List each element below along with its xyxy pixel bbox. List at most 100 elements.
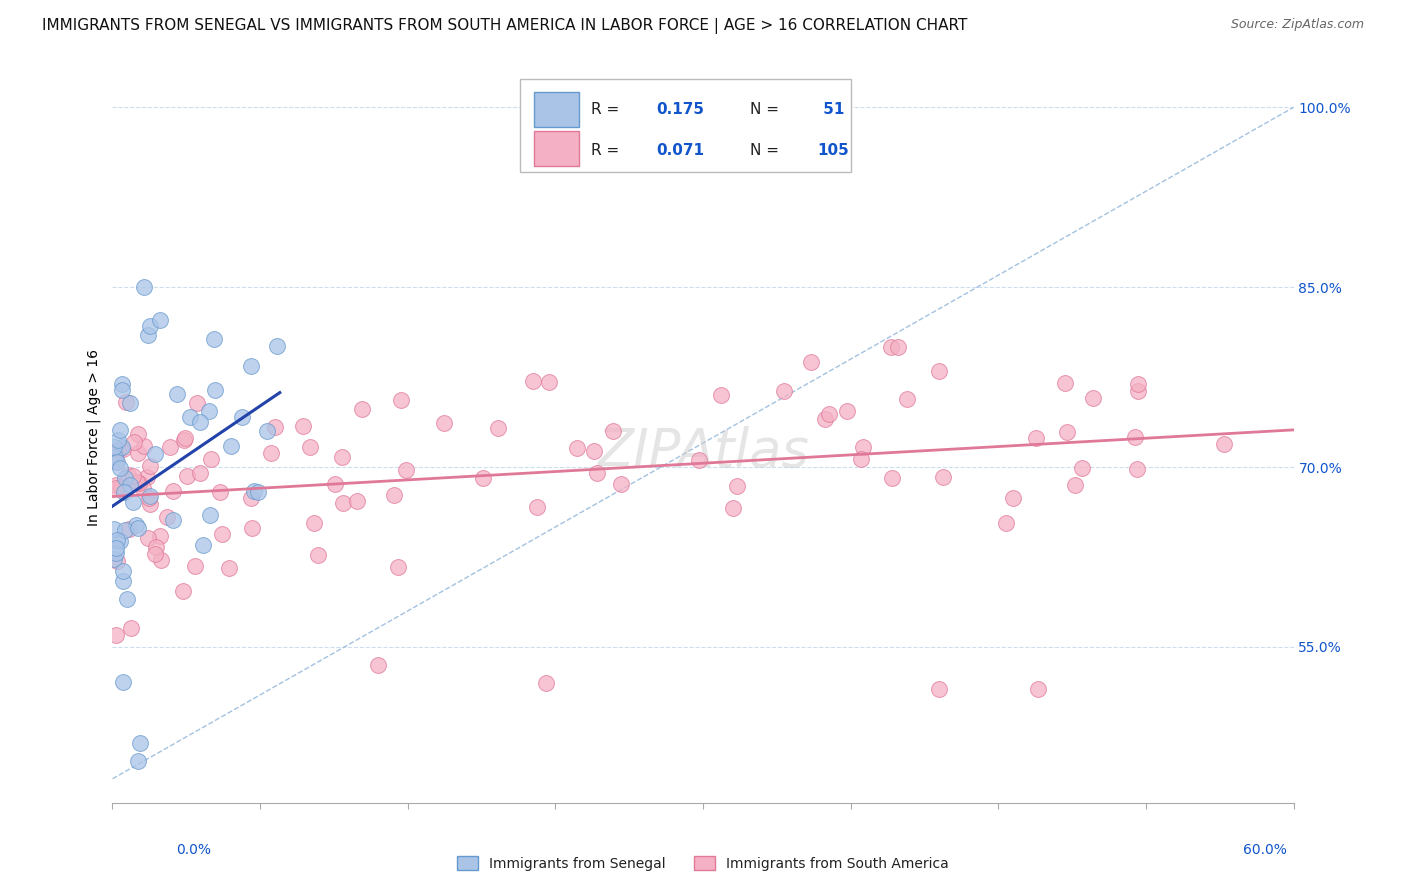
- Point: [218, 561, 240, 575]
- Point: [139, 318, 162, 333]
- Point: [134, 439, 156, 453]
- Point: [132, 280, 155, 294]
- Point: [1063, 477, 1085, 491]
- Y-axis label: In Labor Force | Age > 16: In Labor Force | Age > 16: [87, 349, 101, 525]
- Point: [299, 441, 322, 455]
- Point: [307, 548, 329, 562]
- Point: [111, 675, 134, 690]
- Point: [149, 552, 172, 566]
- Text: 60.0%: 60.0%: [1243, 843, 1286, 857]
- Point: [105, 481, 128, 495]
- Point: [145, 541, 167, 555]
- Text: R =: R =: [591, 143, 624, 158]
- Point: [211, 527, 233, 541]
- Point: [184, 558, 207, 573]
- Point: [219, 439, 242, 453]
- FancyBboxPatch shape: [534, 131, 579, 167]
- Point: [582, 444, 605, 458]
- Point: [127, 754, 149, 768]
- Point: [818, 408, 841, 422]
- Point: [231, 410, 253, 425]
- Point: [688, 453, 710, 467]
- Point: [110, 480, 132, 494]
- Point: [120, 396, 142, 410]
- Point: [522, 374, 544, 388]
- Point: [103, 522, 125, 536]
- Point: [773, 384, 796, 398]
- Point: [127, 521, 149, 535]
- Text: R =: R =: [591, 102, 624, 117]
- Point: [389, 392, 412, 407]
- Point: [302, 516, 325, 530]
- Point: [127, 427, 149, 442]
- Point: [395, 462, 418, 476]
- Point: [1213, 437, 1236, 451]
- Point: [1126, 377, 1149, 392]
- Text: Source: ZipAtlas.com: Source: ZipAtlas.com: [1230, 18, 1364, 31]
- Point: [190, 466, 212, 480]
- Point: [173, 433, 195, 447]
- Point: [118, 522, 141, 536]
- Point: [610, 477, 633, 491]
- FancyBboxPatch shape: [534, 92, 579, 127]
- Point: [139, 459, 162, 474]
- Point: [104, 450, 127, 465]
- Point: [105, 541, 128, 555]
- Point: [197, 404, 219, 418]
- Point: [115, 394, 138, 409]
- Point: [114, 471, 136, 485]
- Point: [111, 377, 134, 392]
- Point: [367, 657, 389, 672]
- Point: [179, 409, 201, 424]
- Point: [928, 364, 950, 378]
- Point: [887, 340, 910, 354]
- Point: [128, 476, 150, 491]
- Point: [263, 419, 285, 434]
- Point: [849, 452, 872, 467]
- Point: [136, 470, 159, 484]
- Text: 0.0%: 0.0%: [176, 843, 211, 857]
- Point: [198, 508, 221, 522]
- Point: [120, 621, 142, 635]
- Point: [246, 484, 269, 499]
- Point: [433, 416, 456, 430]
- Point: [240, 491, 263, 505]
- Point: [725, 479, 748, 493]
- Point: [896, 392, 918, 406]
- Point: [162, 513, 184, 527]
- Point: [114, 523, 136, 537]
- FancyBboxPatch shape: [520, 78, 851, 172]
- Point: [814, 412, 837, 426]
- Point: [256, 424, 278, 438]
- Point: [352, 401, 374, 416]
- Point: [136, 328, 159, 343]
- Point: [243, 484, 266, 499]
- Point: [1123, 430, 1146, 444]
- Point: [186, 396, 208, 410]
- Point: [260, 446, 283, 460]
- Text: ZIPAtlas: ZIPAtlas: [598, 425, 808, 478]
- Point: [710, 388, 733, 402]
- Point: [122, 434, 145, 449]
- Text: IMMIGRANTS FROM SENEGAL VS IMMIGRANTS FROM SOUTH AMERICA IN LABOR FORCE | AGE > : IMMIGRANTS FROM SENEGAL VS IMMIGRANTS FR…: [42, 18, 967, 34]
- Point: [537, 375, 560, 389]
- Point: [107, 554, 129, 568]
- Point: [332, 496, 354, 510]
- Text: N =: N =: [751, 102, 785, 117]
- Text: 51: 51: [817, 102, 844, 117]
- Point: [139, 497, 162, 511]
- Point: [108, 461, 131, 475]
- Point: [585, 466, 607, 480]
- Point: [565, 441, 588, 455]
- Point: [291, 418, 314, 433]
- Point: [534, 676, 557, 690]
- Point: [105, 546, 128, 560]
- Point: [122, 468, 145, 483]
- Point: [1126, 384, 1149, 399]
- Point: [387, 559, 409, 574]
- Point: [1125, 462, 1147, 476]
- Point: [118, 478, 141, 492]
- Point: [149, 312, 172, 326]
- Point: [112, 574, 135, 589]
- Point: [107, 433, 129, 447]
